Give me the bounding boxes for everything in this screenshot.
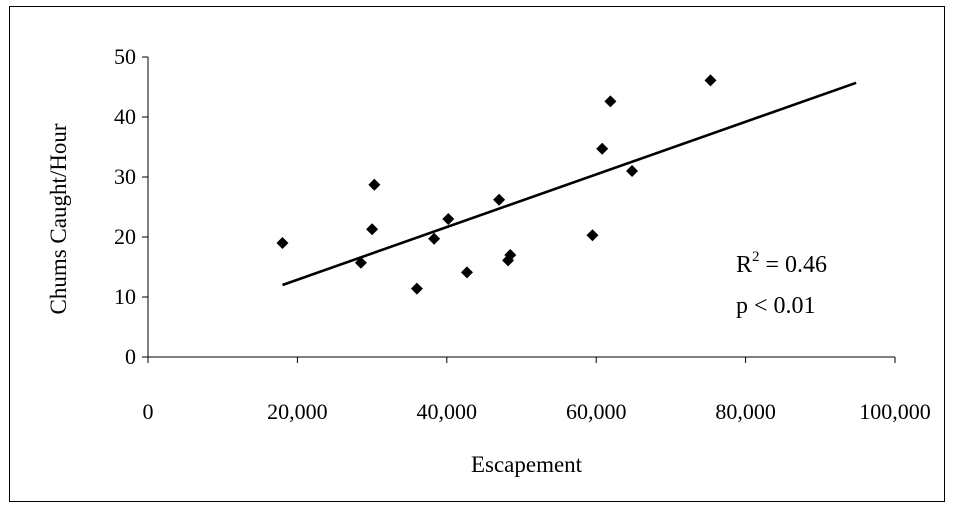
data-point [586,229,599,242]
chart-frame [9,6,945,502]
data-point [366,223,379,236]
data-point [410,282,423,295]
p-value-annotation: p < 0.01 [736,293,816,319]
x-tick-label: 80,000 [715,399,776,424]
r-squared-value: = 0.46 [760,252,828,278]
y-tick-label: 10 [114,284,136,309]
data-point [502,254,515,267]
data-point [276,237,289,249]
r-squared-exponent: 2 [752,249,760,265]
r-squared-prefix: R [736,252,752,278]
data-points [276,74,717,295]
x-tick-label: 100,000 [859,399,931,424]
data-point [428,232,441,245]
y-tick-label: 0 [125,344,136,369]
y-ticks: 0 10 20 30 40 50 [114,44,148,369]
data-point [354,256,367,269]
data-point [596,142,609,155]
data-point [442,213,455,225]
y-tick-label: 40 [114,104,136,129]
axes [147,57,895,358]
y-tick-label: 30 [114,164,136,189]
y-tick-label: 20 [114,224,136,249]
x-ticks: 0 20,000 40,000 60,000 80,000 100,000 [143,357,931,424]
x-tick-label: 40,000 [417,399,478,424]
data-point [626,165,639,177]
y-tick-label: 50 [114,44,136,69]
data-point [460,266,473,279]
x-tick-label: 0 [143,399,154,424]
data-point [604,95,617,108]
x-tick-label: 20,000 [267,399,328,424]
r-squared-annotation: R2 = 0.46 [736,249,827,278]
y-axis-title: Chums Caught/Hour [46,123,71,314]
x-tick-label: 60,000 [566,399,627,424]
data-point [704,74,717,87]
data-point [368,178,381,191]
trendline-group [282,81,857,287]
x-axis-title: Escapement [471,452,583,477]
data-point [504,249,517,261]
data-point [493,193,506,206]
trendline [282,81,857,287]
